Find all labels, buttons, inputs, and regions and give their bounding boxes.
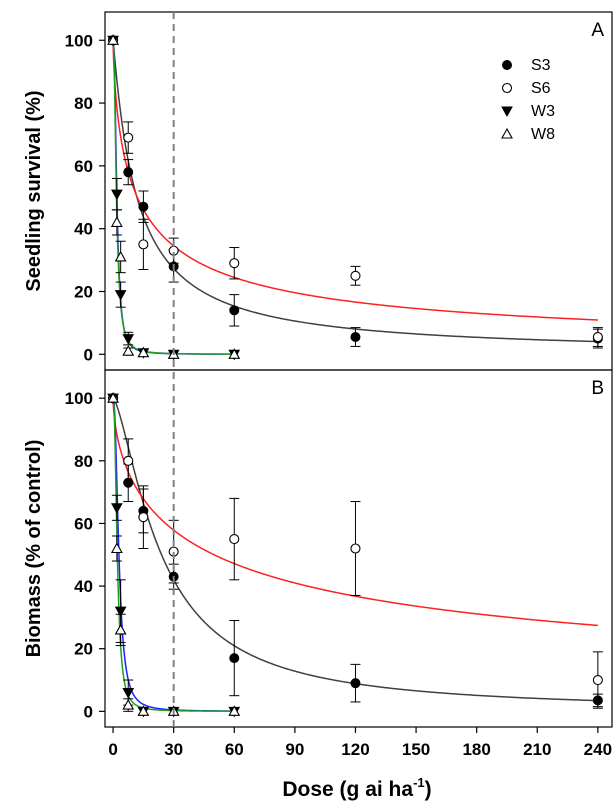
- data-point-w8: [110, 542, 123, 554]
- panel-letter: B: [591, 378, 604, 399]
- data-point-w8: [137, 705, 150, 716]
- y-tick-label: 100: [65, 389, 93, 408]
- panels-layer: 0 20 40 60 80 100 Seedling survival (%) A S3 S6 W3…: [23, 11, 613, 728]
- x-tick-label: 240: [584, 740, 612, 759]
- legend-marker-w8: [501, 127, 513, 139]
- data-point-w8: [110, 216, 123, 227]
- data-point-w8: [137, 346, 150, 358]
- data-point-s6: [350, 543, 361, 554]
- data-point-s6: [350, 270, 361, 281]
- data-point-w8: [122, 345, 135, 356]
- legend-label-w8: W8: [531, 126, 555, 143]
- y-tick-label: 60: [74, 157, 93, 176]
- legend-marker-w3: [501, 106, 513, 118]
- series-s6: [108, 35, 603, 347]
- y-tick-label: 20: [74, 640, 93, 659]
- fit-curve-s6: [112, 40, 598, 321]
- fitted-curves: [112, 39, 598, 355]
- data-point-s3: [123, 167, 134, 178]
- panel-letter: A: [591, 20, 604, 41]
- x-axis: 0 30 60 90 120 150 180 210 240: [108, 727, 612, 759]
- y-tick-label: 60: [74, 514, 93, 533]
- panel-b: 0 20 40 60 80 100 Biomass (% of control) B: [23, 369, 613, 728]
- y-axis-label: Biomass (% of control): [23, 440, 45, 658]
- y-tick-label: 100: [65, 31, 93, 50]
- data-point-s3: [229, 653, 240, 664]
- y-tick-label: 80: [74, 452, 93, 471]
- x-tick-label: 180: [462, 740, 490, 759]
- fit-curve-s3: [112, 397, 598, 702]
- x-axis-label-main: Dose (g ai ha: [282, 778, 413, 801]
- y-tick-label: 0: [84, 702, 93, 721]
- x-axis-label: Dose (g ai ha-1): [282, 775, 431, 801]
- y-tick-label: 20: [74, 282, 93, 301]
- x-tick-label: 30: [164, 740, 183, 759]
- plot-frame: [104, 369, 613, 728]
- x-axis-label-superscript: -1: [413, 775, 425, 790]
- series-s3: [108, 35, 603, 349]
- x-axis-label-end: ): [425, 778, 432, 801]
- data-point-s6: [138, 512, 149, 523]
- data-point-w8: [114, 623, 127, 635]
- y-tick-label: 80: [74, 94, 93, 113]
- data-point-w3: [122, 688, 135, 699]
- legend-marker-s6: [501, 82, 513, 94]
- data-point-s6: [138, 239, 149, 250]
- data-point-w8: [228, 348, 241, 359]
- data-point-w8: [107, 392, 120, 403]
- x-tick-label: 90: [285, 740, 304, 759]
- legend-label-s6: S6: [531, 80, 551, 97]
- x-tick-label: 60: [225, 740, 244, 759]
- data-point-s6: [592, 331, 603, 343]
- data-point-w3: [114, 290, 127, 301]
- series-s6: [108, 393, 603, 709]
- x-tick-label: 150: [402, 740, 430, 759]
- x-tick-label: 0: [108, 740, 117, 759]
- data-point-s6: [123, 132, 134, 143]
- data-point-w8: [122, 698, 135, 710]
- data-point-w8: [114, 250, 127, 262]
- data-point-w3: [114, 606, 127, 618]
- fit-curve-s3: [112, 40, 598, 343]
- panel-a: 0 20 40 60 80 100 Seedling survival (%) A S3 S6 W3…: [23, 11, 613, 371]
- data-point-w3: [122, 334, 135, 345]
- fit-curve-s6: [112, 398, 598, 627]
- y-tick-label: 0: [84, 345, 93, 364]
- data-point-w3: [111, 503, 123, 514]
- data-point-s3: [350, 678, 361, 689]
- x-tick-label: 120: [341, 740, 369, 759]
- data-point-s6: [229, 258, 240, 269]
- data-point-s3: [350, 332, 361, 343]
- y-tick-label: 40: [74, 577, 93, 596]
- y-tick-label: 40: [74, 220, 93, 239]
- x-tick-label: 210: [523, 740, 551, 759]
- data-point-w8: [228, 705, 241, 716]
- legend-label-s3: S3: [531, 57, 551, 74]
- y-axis-label: Seedling survival (%): [23, 90, 45, 291]
- data-point-s6: [123, 455, 134, 466]
- data-point-s6: [592, 674, 603, 686]
- legend-label-w3: W3: [531, 103, 555, 120]
- data-point-s3: [229, 305, 240, 316]
- data-point-s6: [229, 534, 240, 545]
- legend: S3 S6 W3 W8: [501, 57, 555, 143]
- data-point-s3: [138, 201, 149, 212]
- data-point-w3: [111, 189, 123, 201]
- data-point-w8: [107, 34, 120, 45]
- legend-marker-s3: [502, 60, 512, 70]
